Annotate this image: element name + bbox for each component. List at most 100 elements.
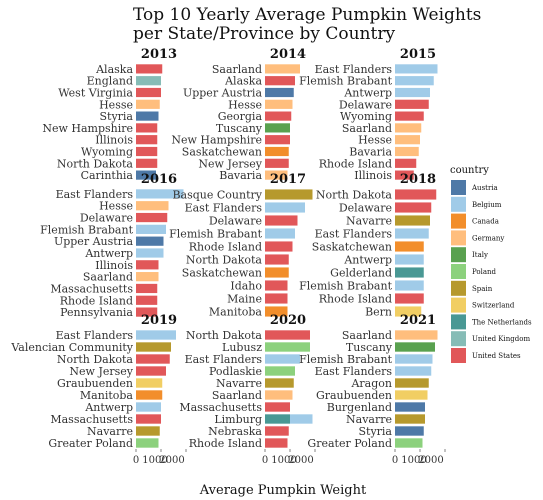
bar-2018-delaware [395, 202, 432, 213]
bar-label-2014-alaska: Alaska [224, 75, 262, 88]
bar-2016-massachusetts [136, 283, 158, 294]
bar-2017-rhode-island [265, 241, 293, 252]
bar-label-2018-flemish-brabant: Flemish Brabant [299, 280, 392, 293]
bar-label-2019-valencian-community: Valencian Community [10, 341, 133, 354]
bar-2016-hesse [136, 201, 169, 211]
bar-label-2016-upper-austria: Upper Austria [54, 235, 133, 248]
bar-2018-navarre [395, 215, 430, 226]
bar-label-2015-east-flanders: East Flanders [315, 63, 393, 76]
bar-2017-manitoba [265, 306, 288, 317]
bar-2015-antwerp [395, 87, 430, 98]
x-tick-label-2020-0: 0 [262, 455, 268, 466]
legend-swatch-the-netherlands [451, 314, 466, 330]
bar-label-2020-east-flanders: East Flanders [185, 353, 263, 366]
bar-label-2017-maine: Maine [227, 293, 262, 306]
bar-2015-rhode-island [395, 158, 417, 168]
bar-label-2021-saarland: Saarland [342, 329, 392, 342]
x-axis-label: Average Pumpkin Weight [199, 483, 367, 498]
bar-2020-massachusetts [265, 402, 290, 412]
bar-label-2015-flemish-brabant: Flemish Brabant [299, 75, 392, 88]
bar-label-2017-idaho: Idaho [230, 280, 262, 293]
legend-label-switzerland: Switzerland [472, 302, 515, 310]
bar-label-2014-upper-austria: Upper Austria [183, 87, 262, 100]
bar-label-2013-hesse: Hesse [99, 98, 133, 111]
legend-swatch-spain [451, 280, 466, 296]
bar-label-2021-burgenland: Burgenland [327, 401, 392, 414]
bar-label-2016-antwerp: Antwerp [84, 247, 133, 260]
bar-2013-wyoming [136, 146, 158, 157]
bar-2018-gelderland [395, 267, 424, 278]
bar-label-2020-limburg: Limburg [214, 413, 262, 426]
bar-2021-burgenland [395, 402, 425, 412]
panel-title-2019: 2019 [141, 313, 177, 328]
bar-label-2018-east-flanders: East Flanders [315, 228, 393, 241]
x-tick-label-2021-0: 0 [392, 455, 398, 466]
panel-title-2020: 2020 [270, 313, 306, 328]
bar-2021-aragon [395, 378, 429, 388]
panel-title-2018: 2018 [400, 172, 436, 187]
bar-2014-new-hampshire [265, 135, 290, 145]
x-tick-label-2019-1000: 1000 [142, 455, 167, 466]
bar-label-2016-hesse: Hesse [99, 200, 133, 213]
bar-label-2013-new-hampshire: New Hampshire [42, 122, 133, 135]
legend-swatch-germany [451, 230, 466, 246]
bar-label-2018-bern: Bern [365, 306, 392, 319]
bar-label-2013-wyoming: Wyoming [81, 146, 133, 159]
legend: country Austria Belgium Canada Germany Italy… [450, 165, 532, 363]
bar-2021-navarre [395, 414, 425, 424]
bar-label-2016-massachusetts: Massachusetts [50, 282, 133, 295]
panel-title-2014: 2014 [270, 47, 306, 62]
legend-label-canada: Canada [472, 218, 499, 226]
bar-label-2014-georgia: Georgia [218, 110, 263, 123]
bar-label-2017-east-flanders: East Flanders [185, 202, 263, 215]
bar-label-2019-graubuenden: Graubuenden [57, 377, 133, 390]
legend-swatch-united-states [451, 348, 466, 363]
bar-2017-idaho [265, 280, 288, 291]
bar-2021-styria [395, 426, 424, 436]
bar-2018-east-flanders [395, 228, 429, 239]
bar-2019-north-dakota [136, 354, 170, 364]
bar-label-2021-navarre: Navarre [346, 413, 392, 426]
bar-2019-greater-poland [136, 438, 159, 448]
bar-2014-upper-austria [265, 87, 294, 98]
bar-2020-rhode-island [265, 438, 288, 448]
bar-2018-north-dakota [395, 189, 437, 200]
bar-2014-hesse [265, 99, 293, 109]
bar-2015-flemish-brabant [395, 76, 434, 86]
x-tick-label-2021-1000: 1000 [401, 455, 426, 466]
bar-label-2019-greater-poland: Greater Poland [48, 437, 133, 450]
bar-label-2017-north-dakota: North Dakota [186, 254, 263, 267]
bar-2015-saarland [395, 123, 422, 133]
panel-title-2015: 2015 [400, 47, 436, 62]
bar-label-2020-saarland: Saarland [212, 389, 262, 402]
bar-2021-greater-poland [395, 438, 423, 448]
bar-2017-north-dakota [265, 254, 289, 265]
bar-label-2019-antwerp: Antwerp [84, 401, 133, 414]
bar-label-2018-delaware: Delaware [339, 202, 392, 215]
bar-2020-lubusz [265, 342, 310, 352]
bar-label-2013-england: England [87, 75, 133, 88]
legend-label-poland: Poland [472, 268, 497, 276]
bar-label-2018-north-dakota: North Dakota [316, 189, 393, 202]
bar-label-2016-illinois: Illinois [95, 259, 133, 272]
bar-2016-rhode-island [136, 295, 158, 305]
bar-2017-flemish-brabant [265, 228, 295, 239]
bar-2016-east-flanders [136, 189, 184, 199]
bar-label-2021-graubuenden: Graubuenden [316, 389, 392, 402]
bar-label-2014-saskatchewan: Saskatchewan [182, 146, 262, 159]
bar-label-2013-styria: Styria [99, 110, 133, 123]
legend-title: country [450, 165, 489, 176]
bar-2019-antwerp [136, 402, 161, 412]
bar-2021-flemish-brabant [395, 354, 433, 364]
bar-label-2015-bavaria: Bavaria [349, 146, 392, 159]
bar-2021-saarland [395, 330, 438, 340]
x-tick-label-2020-2000: 2000 [288, 455, 313, 466]
bar-2018-flemish-brabant [395, 280, 424, 291]
bar-label-2019-new-jersey: New Jersey [69, 365, 133, 378]
bar-2015-delaware [395, 99, 429, 109]
bar-label-2017-basque-country: Basque Country [172, 189, 262, 202]
bar-2018-antwerp [395, 254, 424, 265]
